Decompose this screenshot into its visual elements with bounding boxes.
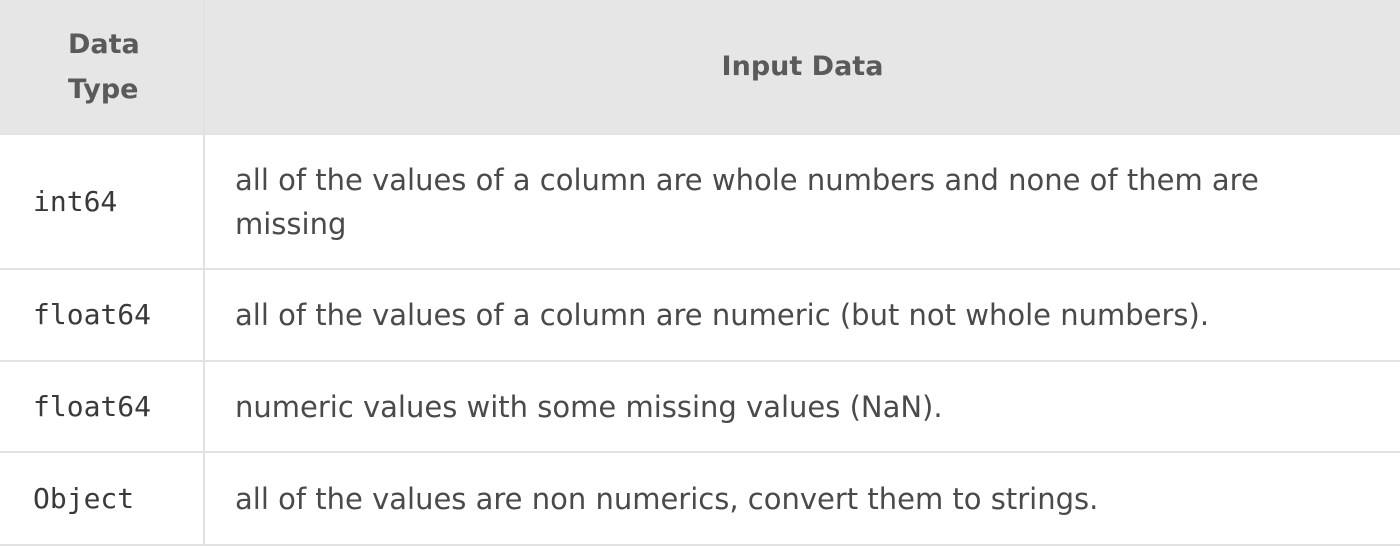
header-row: Data Type Input Data [0,0,1400,135]
cell-data-type: int64 [0,133,205,270]
table-row: float64 numeric values with some missing… [0,360,1400,453]
table-body: int64 all of the values of a column are … [0,133,1400,546]
cell-input-data: all of the values of a column are whole … [203,133,1400,270]
cell-data-type: Object [0,451,205,546]
table-header: Data Type Input Data [0,0,1400,135]
cell-data-type: float64 [0,360,205,453]
header-data-type-line2: Type [68,73,139,105]
table-row: float64 all of the values of a column ar… [0,268,1400,362]
header-data-type: Data Type [0,0,205,135]
cell-input-data: numeric values with some missing values … [203,360,1400,453]
cell-data-type: float64 [0,268,205,362]
cell-input-data: all of the values of a column are numeri… [203,268,1400,362]
header-data-type-line1: Data [68,28,140,60]
table-row: int64 all of the values of a column are … [0,133,1400,270]
table-row: Object all of the values are non numeric… [0,451,1400,546]
header-input-data: Input Data [203,0,1400,135]
cell-input-data: all of the values are non numerics, conv… [203,451,1400,546]
